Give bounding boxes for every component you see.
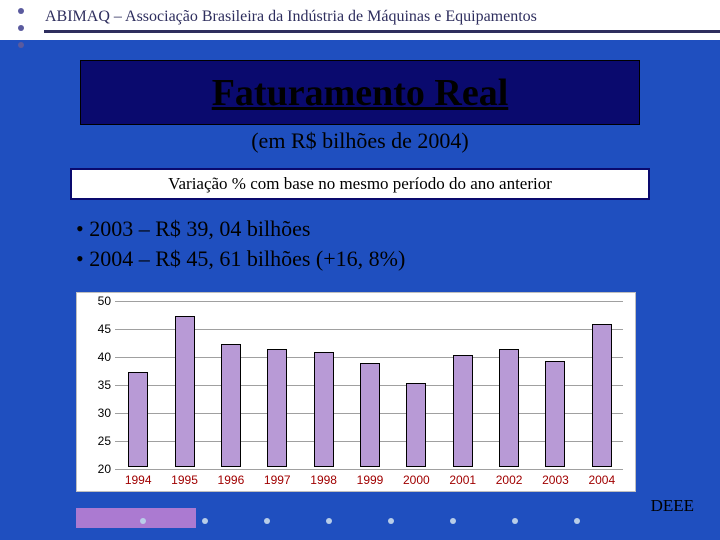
chart-ytick: 25 xyxy=(87,434,111,448)
chart-bar xyxy=(221,344,241,467)
chart-xtick: 2001 xyxy=(449,473,476,487)
chart-xtick: 1998 xyxy=(310,473,337,487)
dot-icon xyxy=(512,518,518,524)
dot-icon xyxy=(388,518,394,524)
header-dots xyxy=(18,8,24,48)
chart-ytick: 20 xyxy=(87,462,111,476)
dot-icon xyxy=(18,42,24,48)
chart-gridline xyxy=(115,301,623,302)
chart-xtick: 2003 xyxy=(542,473,569,487)
dot-icon xyxy=(450,518,456,524)
chart-ytick: 40 xyxy=(87,350,111,364)
chart-xtick: 1997 xyxy=(264,473,291,487)
header-strip: ABIMAQ – Associação Brasileira da Indúst… xyxy=(0,0,720,40)
chart-bar xyxy=(545,361,565,467)
dot-icon xyxy=(140,518,146,524)
chart-xtick: 2000 xyxy=(403,473,430,487)
dot-icon xyxy=(574,518,580,524)
dot-icon xyxy=(264,518,270,524)
chart-ytick: 30 xyxy=(87,406,111,420)
dot-icon xyxy=(18,8,24,14)
org-name: ABIMAQ – Associação Brasileira da Indúst… xyxy=(45,8,537,26)
chart-bar xyxy=(314,352,334,467)
chart-ytick: 50 xyxy=(87,294,111,308)
header-rule xyxy=(44,30,720,33)
chart-xtick: 1996 xyxy=(218,473,245,487)
chart-bar xyxy=(175,316,195,467)
chart-xtick: 1994 xyxy=(125,473,152,487)
chart-bar xyxy=(128,372,148,467)
chart-bar xyxy=(360,363,380,467)
main-title: Faturamento Real xyxy=(212,71,509,115)
chart-xtick: 1995 xyxy=(171,473,198,487)
bullet-list: 2003 – R$ 39, 04 bilhões 2004 – R$ 45, 6… xyxy=(76,214,405,273)
chart-bar xyxy=(267,349,287,467)
subtitle: (em R$ bilhões de 2004) xyxy=(0,128,720,154)
dot-icon xyxy=(202,518,208,524)
chart-bar xyxy=(592,324,612,467)
variation-text: Variação % com base no mesmo período do … xyxy=(168,174,552,194)
bullet-item: 2004 – R$ 45, 61 bilhões (+16, 8%) xyxy=(76,244,405,274)
footer-dots xyxy=(140,518,580,524)
chart-xtick: 1999 xyxy=(357,473,384,487)
chart-xtick: 2002 xyxy=(496,473,523,487)
chart-xtick: 2004 xyxy=(588,473,615,487)
chart-plot: 2025303540455019941995199619971998199920… xyxy=(115,301,623,467)
revenue-chart: 20 25 30 35 40 45 50 1994 1995 1996 1997 1998 1999 20… xyxy=(76,292,636,492)
chart-bar xyxy=(453,355,473,467)
title-block: Faturamento Real xyxy=(80,60,640,125)
chart-bar xyxy=(499,349,519,467)
chart-gridline xyxy=(115,469,623,470)
chart-bar xyxy=(406,383,426,467)
chart-ytick: 45 xyxy=(87,322,111,336)
dot-icon xyxy=(18,25,24,31)
chart-ytick: 35 xyxy=(87,378,111,392)
variation-box: Variação % com base no mesmo período do … xyxy=(70,168,650,200)
footer-label: DEEE xyxy=(651,496,694,516)
dot-icon xyxy=(326,518,332,524)
bullet-item: 2003 – R$ 39, 04 bilhões xyxy=(76,214,405,244)
